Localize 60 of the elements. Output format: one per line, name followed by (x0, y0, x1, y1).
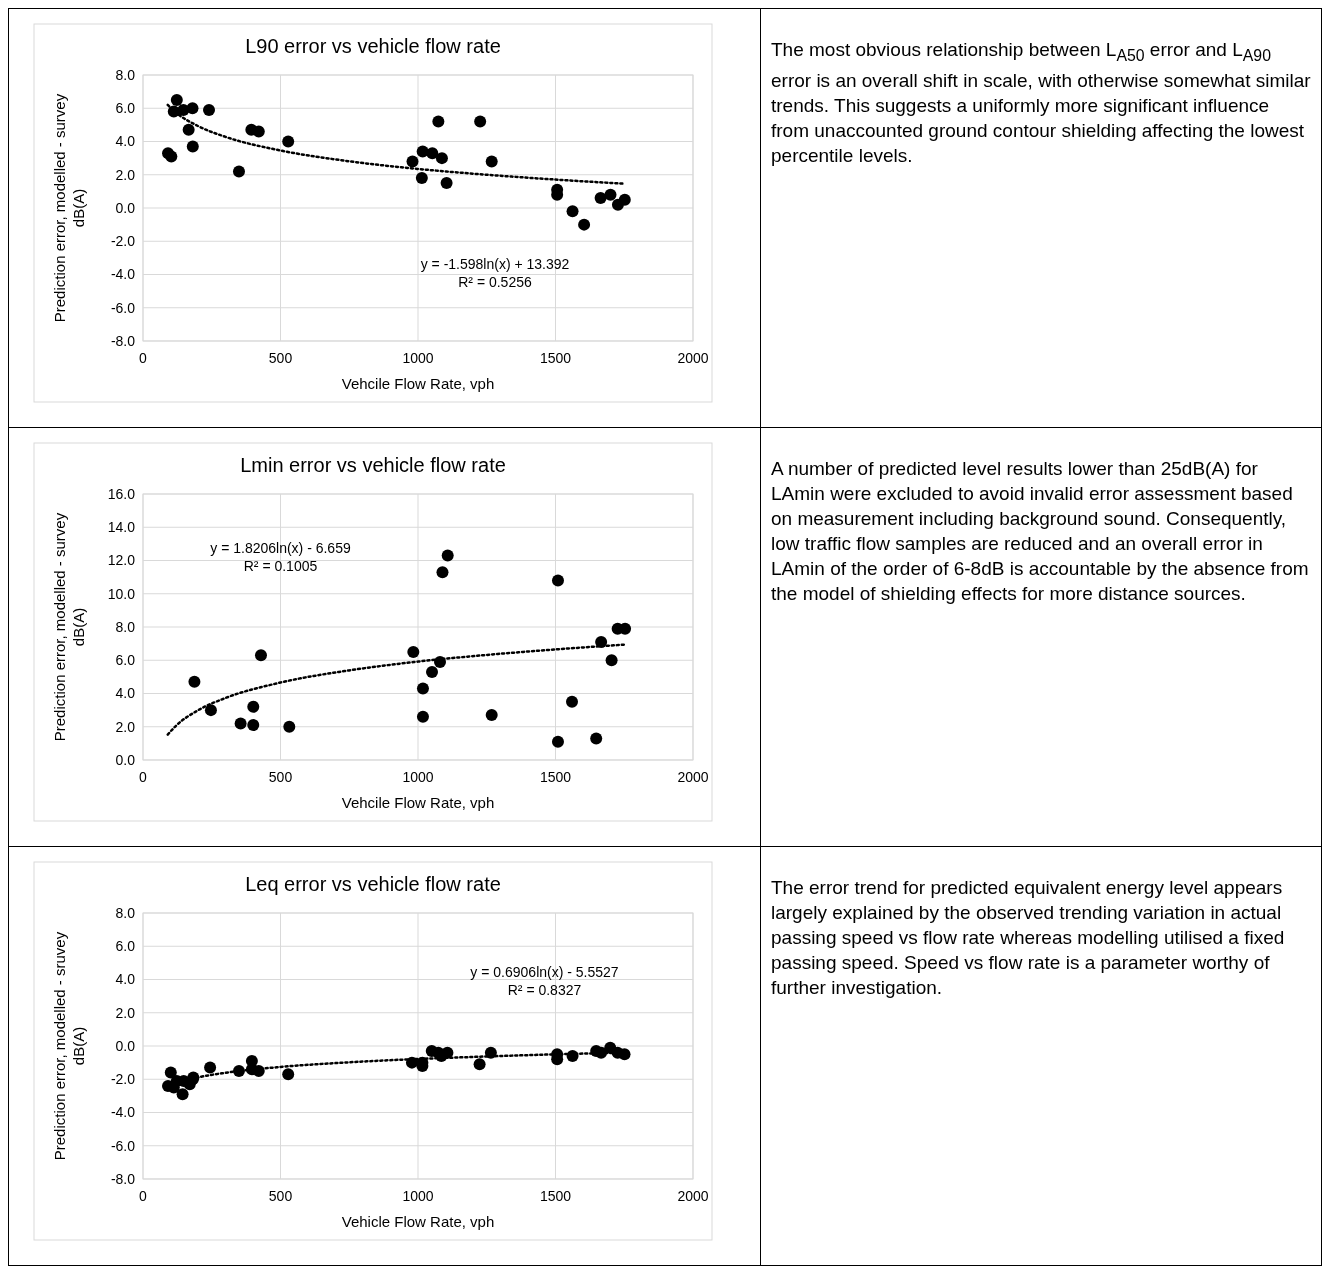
annotation: y = 1.8206ln(x) - 6.659 (210, 539, 351, 556)
annotation: R² = 0.8327 (507, 981, 582, 998)
y-axis-title: Prediction error, modelled - survey dB(A) (51, 93, 87, 323)
y-tick-label: 6.0 (115, 652, 136, 669)
x-tick-label: 1500 (539, 350, 572, 366)
text: The most obvious relationship between L$_{A50}$ error and L$_{A90}$ error is an overall shift in scale, with otherwise somewhat similar trends. This suggests a uniformly more significant influence from unaccounted ground contour shielding affecting the lowest percentile levels. (771, 38, 1311, 168)
y-tick-label: 6.0 (115, 100, 136, 117)
y-tick-label: -2.0 (110, 1071, 136, 1088)
x-tick-label: 2000 (677, 769, 709, 785)
y-tick-label: 10.0 (107, 585, 136, 602)
annotation: R² = 0.1005 (243, 557, 318, 574)
y-tick-label: 8.0 (115, 618, 136, 635)
chart-title: L90 error vs vehicle flow rate (245, 35, 501, 57)
x-axis-title: Vehcile Flow Rate, vph (341, 794, 495, 811)
y-tick-label: 14.0 (107, 519, 136, 536)
y-tick-label: 6.0 (115, 938, 136, 955)
y-tick-label: 0.0 (115, 751, 136, 768)
x-tick-label: 1500 (539, 769, 572, 785)
x-tick-label: 1000 (402, 769, 434, 785)
chart-title: Leq error vs vehicle flow rate (245, 873, 501, 895)
x-tick-label: 0 (139, 769, 148, 785)
chart-title: Lmin error vs vehicle flow rate (240, 454, 506, 476)
x-axis-title: Vehicle Flow Rate, vph (341, 1213, 495, 1230)
y-tick-label: 4.0 (115, 685, 136, 702)
x-tick-label: 500 (268, 1188, 293, 1204)
y-tick-label: -8.0 (110, 332, 136, 349)
x-tick-label: 1000 (402, 1188, 434, 1204)
annotation: R² = 0.5256 (458, 274, 532, 291)
text: The error trend for predicted equivalent energy level appears largely explained by the observed trending variation in actual passing speed vs flow rate whereas modelling utilised a fixed passing speed. Speed vs flow rate is a parameter worthy of further investigation. (771, 876, 1286, 1000)
y-tick-label: 2.0 (115, 1004, 136, 1021)
y-axis-title: Prediction error, modelled - survey dB(A) (51, 512, 87, 742)
y-tick-label: -4.0 (110, 266, 136, 283)
y-tick-label: 2.0 (115, 718, 136, 735)
y-tick-label: -8.0 (110, 1170, 136, 1187)
annotation: y = 0.6906ln(x) - 5.5527 (470, 963, 619, 980)
y-tick-label: 16.0 (107, 485, 136, 502)
x-tick-label: 1000 (402, 350, 434, 366)
y-tick-label: 2.0 (115, 166, 136, 183)
y-tick-label: 8.0 (115, 904, 136, 921)
x-axis-title: Vehcile Flow Rate, vph (341, 375, 495, 392)
y-tick-label: 0.0 (115, 199, 136, 216)
x-tick-label: 1500 (539, 1188, 572, 1204)
x-tick-label: 0 (139, 350, 148, 366)
y-tick-label: 12.0 (107, 552, 136, 569)
y-axis-title: Prediction error, modelled - sruvey dB(A) (51, 931, 87, 1161)
y-tick-label: -2.0 (110, 233, 136, 250)
x-tick-label: 500 (268, 769, 293, 785)
x-tick-label: 500 (268, 350, 293, 366)
y-tick-label: -6.0 (110, 1137, 136, 1154)
y-tick-label: -4.0 (110, 1104, 136, 1121)
y-tick-label: 8.0 (115, 66, 136, 83)
text: A number of predicted level results lower than 25dB(A) for LAmin were excluded to avoid invalid error assessment based on measurement including background sound. Consequently, low traffic flow samples are reduced and an overall error in LAmin of the order of 6-8dB is accountable by the absence from the model of shielding effects for more distance sources. (771, 457, 1310, 606)
y-tick-label: -6.0 (110, 299, 136, 316)
x-tick-label: 0 (139, 1188, 148, 1204)
y-tick-label: 4.0 (115, 133, 136, 150)
y-tick-label: 4.0 (115, 971, 136, 988)
annotation: y = -1.598ln(x) + 13.392 (420, 256, 570, 273)
x-tick-label: 2000 (677, 350, 709, 366)
y-tick-label: 0.0 (115, 1037, 136, 1054)
x-tick-label: 2000 (677, 1188, 709, 1204)
